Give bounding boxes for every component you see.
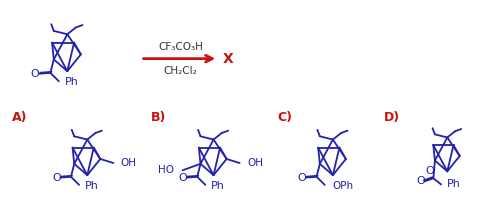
- Text: O: O: [417, 176, 425, 186]
- Text: OH: OH: [121, 158, 137, 168]
- Text: O: O: [31, 69, 39, 79]
- Text: Ph: Ph: [447, 179, 461, 189]
- Text: Ph: Ph: [85, 181, 99, 191]
- Text: C): C): [277, 111, 292, 124]
- Text: HO: HO: [158, 165, 174, 175]
- Text: A): A): [11, 111, 27, 124]
- Text: D): D): [384, 111, 400, 124]
- Text: O: O: [52, 173, 61, 183]
- Text: O: O: [425, 166, 434, 176]
- Text: OH: OH: [247, 158, 263, 168]
- Text: OPh: OPh: [333, 181, 354, 191]
- Text: Ph: Ph: [211, 181, 225, 191]
- Text: CF₃CO₃H: CF₃CO₃H: [158, 42, 203, 52]
- Text: O: O: [178, 173, 187, 183]
- Text: Ph: Ph: [65, 77, 79, 87]
- Text: X: X: [223, 52, 234, 66]
- Text: O: O: [298, 173, 306, 183]
- Text: B): B): [151, 111, 166, 124]
- Text: CH₂Cl₂: CH₂Cl₂: [163, 66, 197, 77]
